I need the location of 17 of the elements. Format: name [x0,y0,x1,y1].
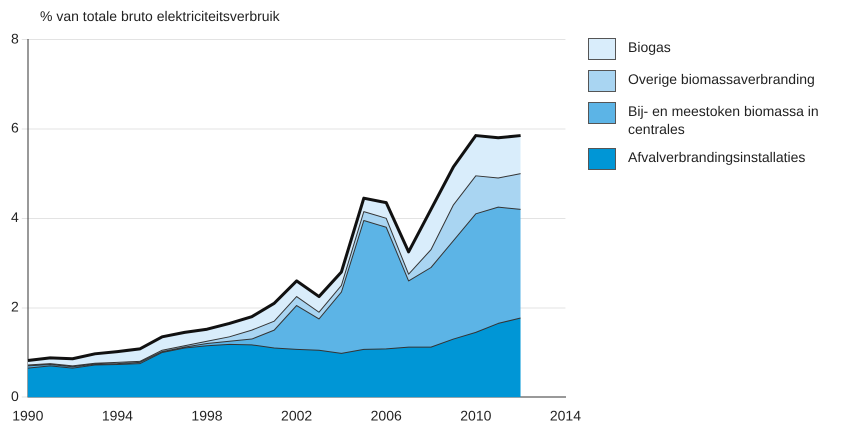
x-tick-label: 1990 [12,407,44,424]
x-tick-label: 2010 [460,407,492,424]
y-axis-title: % van totale bruto elektriciteitsverbruik [40,8,281,26]
x-tick-label: 2006 [370,407,402,424]
x-tick-label: 1994 [102,407,134,424]
y-tick-label: 8 [10,30,19,46]
legend-label: Biogas [628,38,671,56]
x-tick-label: 2014 [550,407,582,424]
y-tick-label: 6 [10,120,19,136]
y-tick-label: 4 [10,209,19,226]
y-tick-label: 0 [10,388,19,404]
x-tick-label: 2002 [281,407,312,424]
legend-label: Afvalverbrandingsinstallaties [628,148,806,166]
legend-label: Overige biomassaverbranding [628,70,815,88]
legend-label: Bij- en meestoken biomassa in centrales [628,102,820,138]
x-tick-label: 1998 [191,407,223,424]
y-tick-label: 2 [10,298,19,315]
